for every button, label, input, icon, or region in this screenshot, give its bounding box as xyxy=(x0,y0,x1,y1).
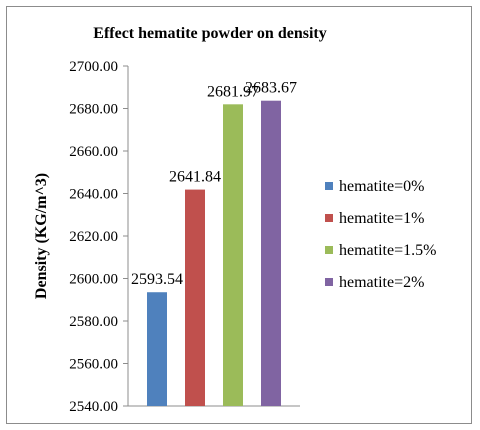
legend-entry: hematite=1.5% xyxy=(339,242,436,259)
legend-entry: hematite=2% xyxy=(339,274,424,291)
legend-entry: hematite=0% xyxy=(339,178,424,195)
legend-entry: hematite=1% xyxy=(339,210,424,227)
y-tick-label: 2620.00 xyxy=(69,229,118,245)
legend-swatch xyxy=(325,214,333,222)
bar-hematite-0- xyxy=(147,292,167,406)
y-tick-label: 2680.00 xyxy=(69,102,118,118)
y-tick-label: 2660.00 xyxy=(69,144,118,160)
y-tick-label: 2700.00 xyxy=(69,59,118,75)
bar-data-label: 2641.84 xyxy=(169,169,221,186)
y-axis-ticks: 2540.00 2560.00 2580.00 2600.00 2620.00 2640.… xyxy=(69,59,128,415)
y-tick-label: 2580.00 xyxy=(69,314,118,330)
y-tick-label: 2540.00 xyxy=(69,399,118,415)
chart-title: Effect hematite powder on density xyxy=(93,25,326,42)
bar-data-label: 2681.97 xyxy=(207,83,259,100)
legend: hematite=0% hematite=1% hematite=1.5% hemat… xyxy=(325,178,436,291)
y-tick-label: 2640.00 xyxy=(69,187,118,203)
y-axis-label: Density (KG/m^3) xyxy=(33,173,50,299)
bar-data-label: 2683.67 xyxy=(245,80,297,97)
legend-swatch xyxy=(325,246,333,254)
legend-swatch xyxy=(325,182,333,190)
bar-data-label: 2593.54 xyxy=(131,271,183,288)
bar-hematite-1-5- xyxy=(223,104,243,406)
bar-hematite-1- xyxy=(185,189,205,406)
bar-hematite-2- xyxy=(261,100,281,407)
y-tick-label: 2600.00 xyxy=(69,272,118,288)
y-tick-label: 2560.00 xyxy=(69,357,118,373)
legend-swatch xyxy=(325,278,333,286)
bars xyxy=(147,100,281,407)
